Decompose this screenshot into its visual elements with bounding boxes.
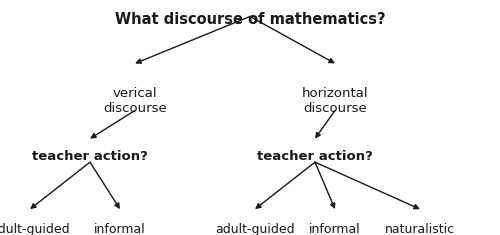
Text: teacher action?: teacher action? [32,150,148,163]
Text: What discourse of mathematics?: What discourse of mathematics? [114,12,386,27]
Text: verical
discourse: verical discourse [103,87,167,115]
Text: adult-guided: adult-guided [215,223,295,235]
Text: naturalistic: naturalistic [385,223,455,235]
Text: informal: informal [94,223,146,235]
Text: adult-guided: adult-guided [0,223,70,235]
Text: horizontal
discourse: horizontal discourse [302,87,368,115]
Text: informal: informal [309,223,361,235]
Text: teacher action?: teacher action? [257,150,373,163]
